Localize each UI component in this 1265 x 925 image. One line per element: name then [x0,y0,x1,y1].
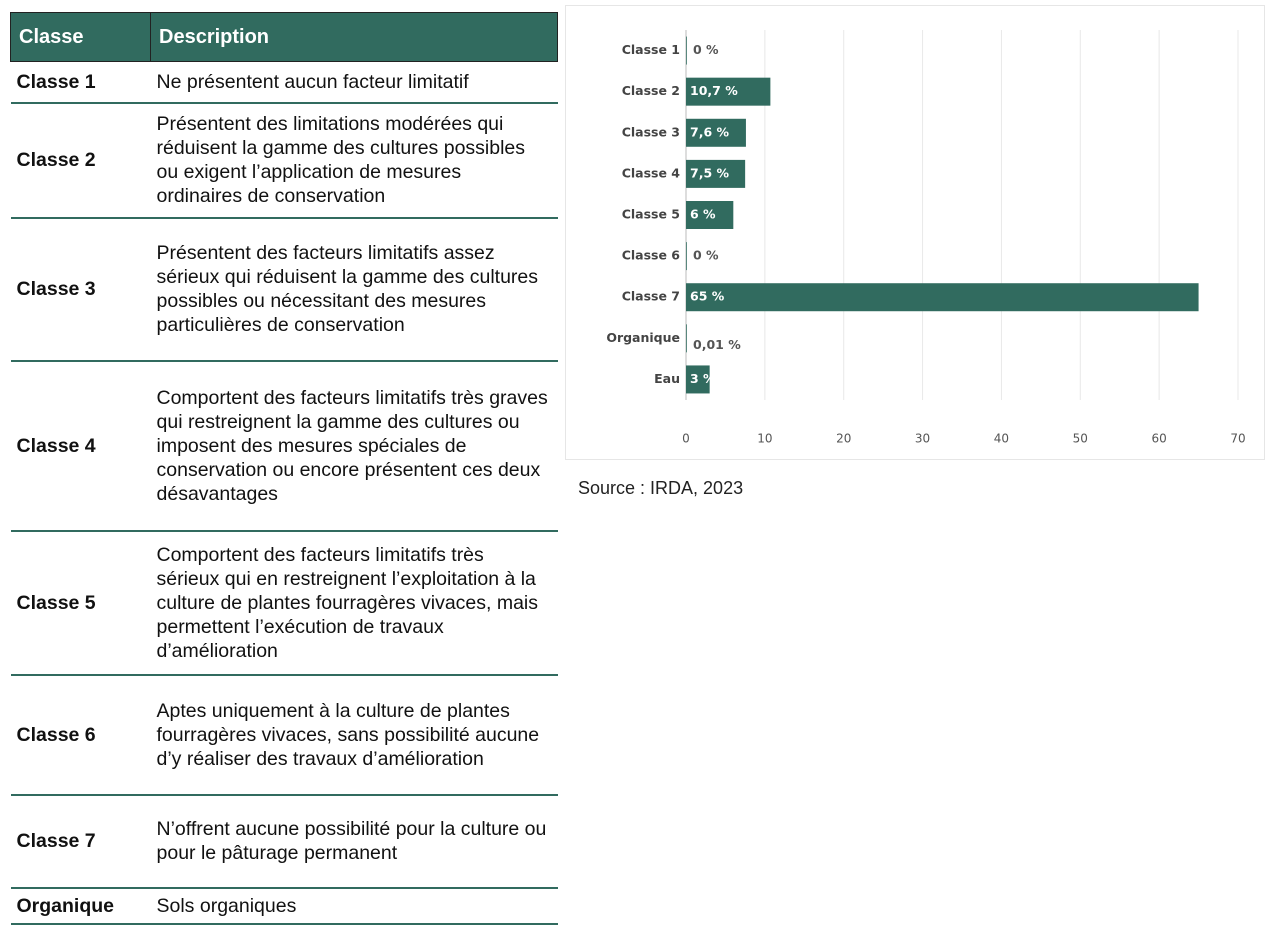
class-cell: Classe 1 [10,61,151,104]
x-tick-label: 0 [682,432,690,446]
description-cell: Comportent des facteurs limitatifs très … [150,530,558,676]
table-row: Classe 6 Aptes uniquement à la culture de… [10,674,558,796]
category-label: Classe 7 [622,289,680,304]
category-label: Classe 1 [622,42,680,57]
category-label: Classe 5 [622,207,680,222]
description-cell: Présentent des facteurs limitatifs assez… [150,217,558,362]
value-label: 0 % [693,42,719,57]
bar [686,118,746,147]
category-label: Classe 6 [622,248,681,263]
table-row: Organique Sols organiques [10,887,558,925]
value-label: 0,01 % [693,337,741,352]
x-tick-label: 50 [1073,432,1088,446]
class-cell: Classe 7 [10,794,151,889]
bar [686,201,734,229]
class-cell: Classe 5 [10,530,151,676]
bar [686,324,687,353]
x-tick-label: 70 [1230,432,1245,446]
class-table: Classe Description Classe 1 Ne présentent… [10,12,558,925]
class-cell: Classe 4 [10,360,151,532]
x-tick-label: 10 [757,432,772,446]
header-row: Classe Description [10,12,558,62]
value-label: 7,6 % [690,124,729,139]
table-row: Classe 4 Comportent des facteurs limitati… [10,360,558,532]
category-label: Eau [654,371,680,386]
category-label: Classe 3 [622,124,680,139]
chart: 0 10 20 30 40 50 60 70 Classe 1 0 % Classe 2 10,7 %… [606,30,1246,446]
header-cell: Description [150,12,558,62]
bar [686,283,1199,312]
x-tick-label: 20 [836,432,851,446]
table-body: Classe 1 Ne présentent aucun facteur limi… [10,61,558,925]
category-label: Classe 2 [622,83,680,98]
value-label: 65 % [690,289,725,304]
class-cell: Classe 3 [10,217,151,362]
category-label: Classe 4 [622,165,681,180]
description-cell: Ne présentent aucun facteur limitatif [150,61,558,104]
bar [686,36,687,65]
bar [686,159,746,188]
source: Source : IRDA, 2023 [578,478,744,498]
chart-box: 0 10 20 30 40 50 60 70 Classe 1 0 % Classe 2 10,7 %… [565,5,1265,460]
description-cell: Sols organiques [150,887,558,925]
value-label: 3 % [690,371,716,386]
value-label: 7,5 % [690,165,729,180]
class-cell: Classe 2 [10,102,151,219]
description-cell: Aptes uniquement à la culture de plantes… [150,674,558,796]
description-cell: Comportent des facteurs limitatifs très … [150,360,558,532]
table-row: Classe 7 N’offrent aucune possibilité pou… [10,794,558,889]
table-row: Classe 5 Comportent des facteurs limitati… [10,530,558,676]
bar [686,365,710,394]
description-cell: Présentent des limitations modérées qui … [150,102,558,219]
value-label: 6 % [690,207,716,222]
class-cell: Organique [10,887,151,925]
x-tick-label: 30 [915,432,930,446]
bar [686,242,687,271]
x-tick-label: 60 [1152,432,1167,446]
value-label: 10,7 % [690,83,738,98]
description-cell: N’offrent aucune possibilité pour la cul… [150,794,558,889]
class-cell: Classe 6 [10,674,151,796]
value-label: 0 % [693,248,719,263]
table-row: Classe 1 Ne présentent aucun facteur limi… [10,61,558,104]
bar [686,77,771,106]
table-row: Classe 3 Présentent des facteurs limitati… [10,217,558,362]
table-row: Classe 2 Présentent des limitations modér… [10,102,558,219]
category-label: Organique [606,330,680,345]
header-cell: Classe [10,12,151,62]
x-tick-label: 40 [994,432,1009,446]
